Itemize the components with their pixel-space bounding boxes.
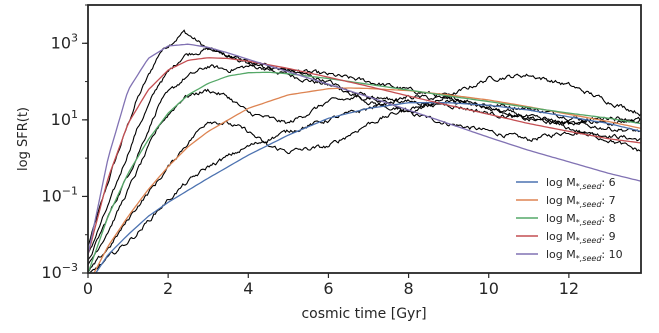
noisy-series-line-1 xyxy=(88,29,641,246)
plot-frame xyxy=(87,4,642,274)
y-tick-label: 101 xyxy=(51,108,78,129)
x-axis-ticks: 0 2 4 6 8 10 12 xyxy=(83,273,579,298)
y-tick-label: 10−3 xyxy=(41,261,78,282)
noisy-series-line-3 xyxy=(88,64,641,261)
series-line-5 xyxy=(88,43,641,255)
series-line-3 xyxy=(88,71,641,273)
legend-label-5: log M*,seed: 10 xyxy=(546,248,623,263)
x-axis-label: cosmic time [Gyr] xyxy=(301,306,426,322)
legend-label-3: log M*,seed: 8 xyxy=(546,212,616,227)
legend-label-2: log M*,seed: 7 xyxy=(546,194,616,209)
noisy-series-line-5 xyxy=(88,98,641,273)
legend-label-4: log M*,seed: 9 xyxy=(546,230,616,245)
model-series-layer xyxy=(88,43,641,273)
plot-background xyxy=(88,5,641,273)
y-tick-label: 103 xyxy=(51,31,78,52)
legend-label-1: log M*,seed: 6 xyxy=(546,176,616,191)
y-tick-label: 10−1 xyxy=(41,184,78,205)
x-tick-label: 2 xyxy=(163,279,173,298)
noisy-series-line-2 xyxy=(88,47,641,254)
x-tick-label: 12 xyxy=(559,279,579,298)
legend: log M*,seed: 6 log M*,seed: 7 log M*,seed:… xyxy=(516,176,623,263)
noisy-series-line-4 xyxy=(88,88,641,266)
x-tick-label: 6 xyxy=(323,279,333,298)
y-axis-ticks: 10−3 10−1 101 103 xyxy=(41,4,88,282)
x-tick-label: 8 xyxy=(403,279,413,298)
series-line-1 xyxy=(94,102,641,273)
y-axis-label: log SFR(t) xyxy=(16,107,31,171)
series-line-4 xyxy=(88,57,641,255)
x-tick-label: 4 xyxy=(243,279,253,298)
x-tick-label: 10 xyxy=(479,279,499,298)
x-tick-label: 0 xyxy=(83,279,93,298)
